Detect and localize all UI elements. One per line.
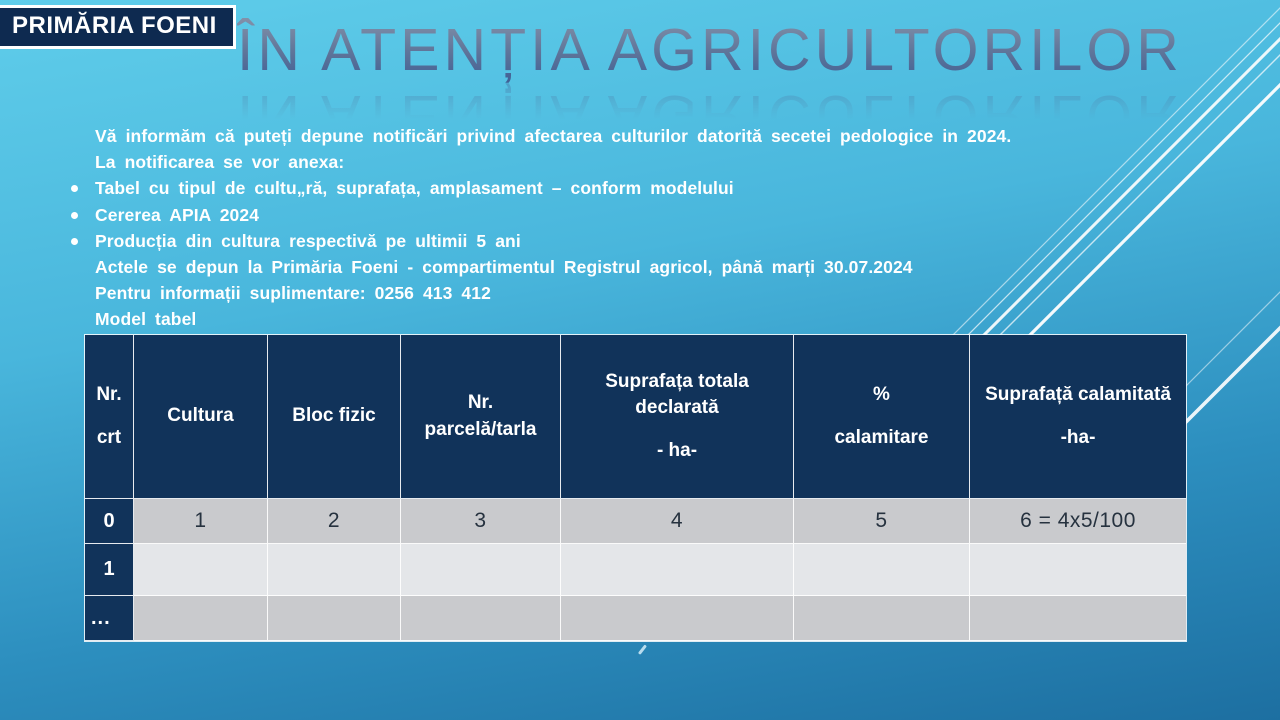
row-label: 1 [85,544,134,596]
org-badge: PRIMĂRIA FOENI [0,5,236,49]
col-header-procent-calamitare: % calamitare [794,335,970,499]
model-table: Nr. crt Cultura Bloc fizic Nr. parcelă/t… [84,334,1187,642]
bullet-item: Producția din cultura respectivă pe ulti… [62,228,1042,254]
header-text: % [873,383,890,405]
text-line: Pentru informații suplimentare: 0256 413… [62,280,1042,306]
table-cell [970,544,1186,596]
table-cell [134,544,268,596]
col-header-nr-crt: Nr. crt [85,335,134,499]
table-cell [268,596,401,641]
col-header-cultura: Cultura [134,335,268,499]
header-subtext: calamitare [834,426,929,448]
bullet-icon [71,237,78,245]
header-subtext: - ha- [656,439,698,461]
bullet-icon [71,211,78,219]
header-text: Nr. [96,383,122,405]
table-cell: 1 [134,499,268,544]
text-line: Model tabel [62,306,1042,332]
table-cell: 4 [561,499,794,544]
table-cell [561,544,794,596]
header-text: Suprafață calamitată [985,383,1171,405]
header-subtext: crt [96,426,122,448]
text-line-content: Producția din cultura respectivă pe ulti… [95,230,521,251]
table-cell [401,596,561,641]
header-text: Bloc fizic [292,405,376,427]
table-cell [794,596,970,641]
table-cell: 3 [401,499,561,544]
header-text: Suprafața totala declarată [605,370,749,419]
header-text: Nr. parcelă/tarla [424,391,537,440]
table-cell [561,596,794,641]
col-header-suprafata-declarata: Suprafața totala declarată - ha- [561,335,794,499]
text-line-content: Model tabel [95,309,197,330]
col-header-suprafata-calamitata: Suprafață calamitată -ha- [970,335,1186,499]
col-header-nr-parcela: Nr. parcelă/tarla [401,335,561,499]
table-cell [134,596,268,641]
row-label: ... [85,596,134,641]
stray-mark [637,644,647,655]
text-line-content: Pentru informații suplimentare: 0256 413… [95,283,491,304]
text-line-content: Cererea APIA 2024 [95,204,260,225]
header-subtext: -ha- [1060,426,1096,448]
table-cell [268,544,401,596]
text-line: Actele se depun la Primăria Foeni - comp… [62,254,1042,280]
bullet-item: Tabel cu tipul de cultu„ră, suprafața, a… [62,175,1042,201]
table-cell: 5 [794,499,970,544]
text-line: Vă informăm că puteți depune notificări … [62,123,1042,149]
text-line-content: La notificarea se vor anexa: [95,152,345,173]
announcement-text: Vă informăm că puteți depune notificări … [62,123,1042,333]
table-cell: 6 = 4x5/100 [970,499,1186,544]
header-text: Cultura [167,405,234,427]
table-cell [970,596,1186,641]
text-line: La notificarea se vor anexa: [62,149,1042,175]
table-cell [794,544,970,596]
row-label: 0 [85,499,134,544]
col-header-bloc-fizic: Bloc fizic [268,335,401,499]
text-line-content: Actele se depun la Primăria Foeni - comp… [95,257,913,278]
org-badge-label: PRIMĂRIA FOENI [12,12,217,39]
bullet-item: Cererea APIA 2024 [62,202,1042,228]
table-cell [401,544,561,596]
table-cell: 2 [268,499,401,544]
text-line-content: Vă informăm că puteți depune notificări … [95,126,1012,146]
page-title: ÎN ATENȚIA AGRICULTORILOR [237,17,1183,83]
text-line-content: Tabel cu tipul de cultu„ră, suprafața, a… [95,178,734,199]
bullet-icon [71,185,78,193]
